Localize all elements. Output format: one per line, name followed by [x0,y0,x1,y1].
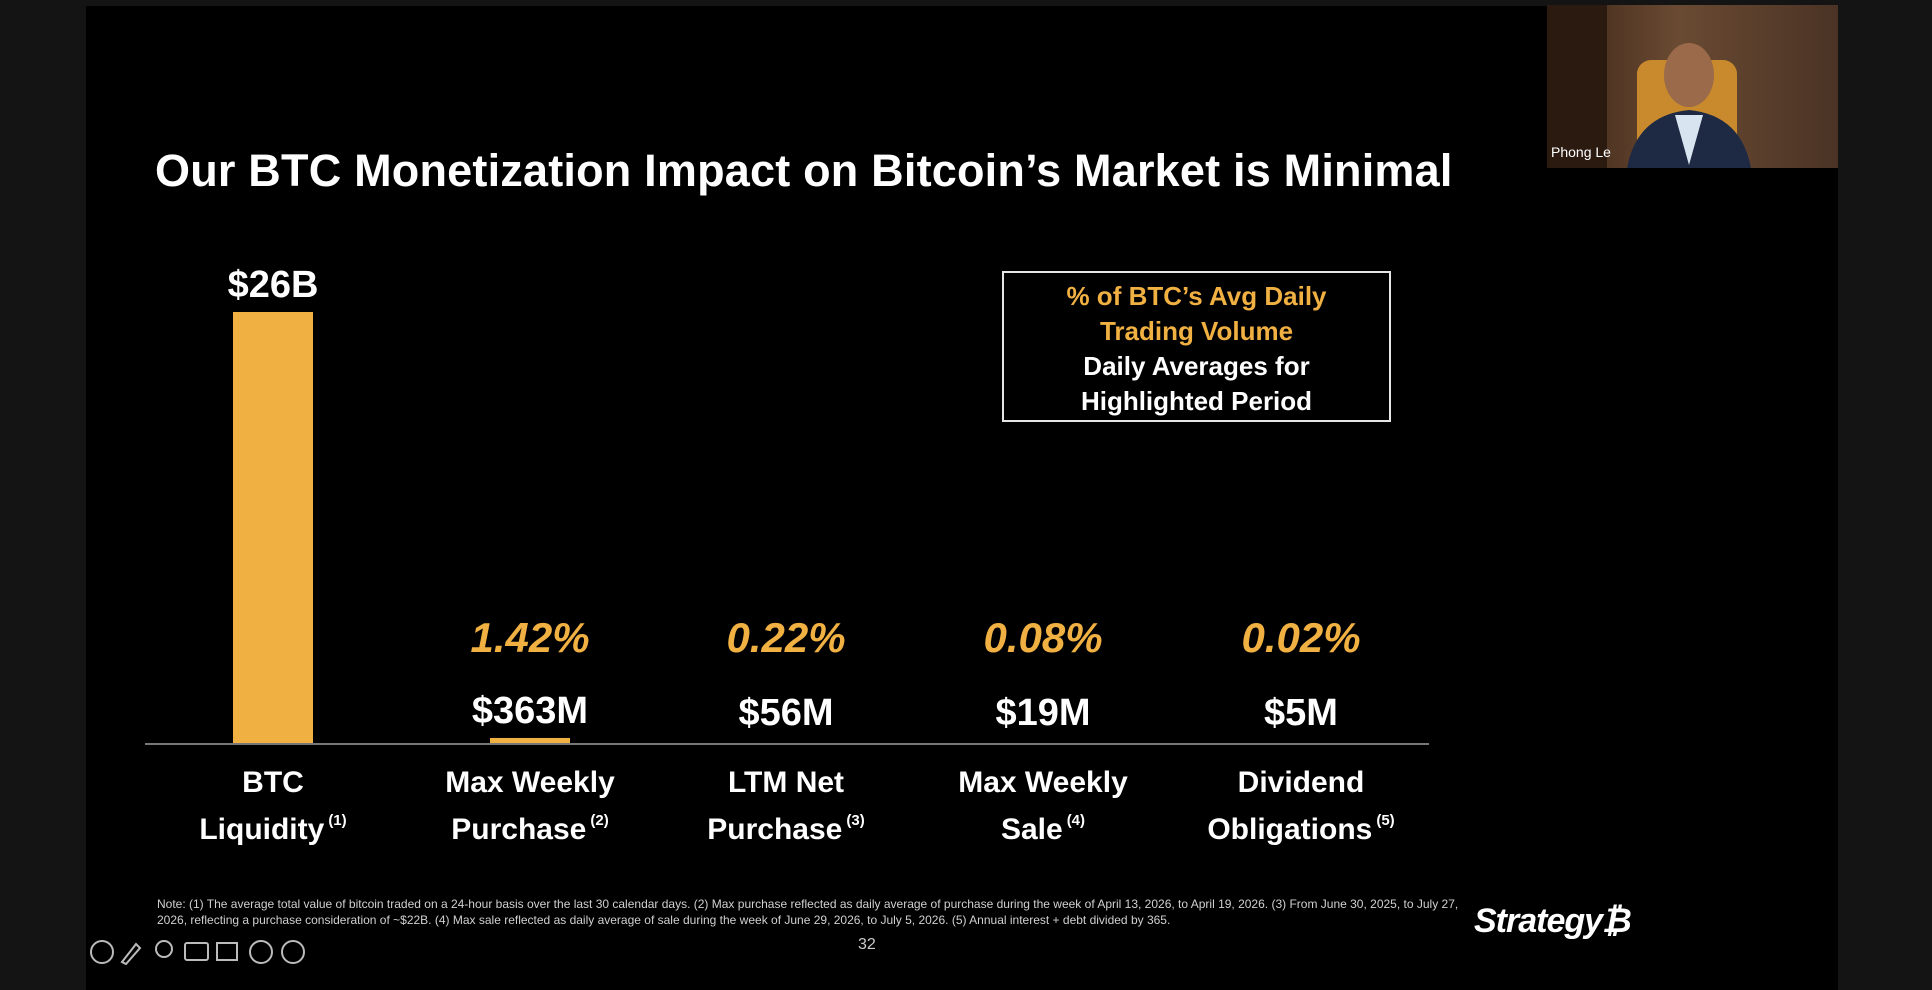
slide [86,6,1838,990]
bar [233,312,313,744]
x-tick-label: Dividend Obligations (5) [1201,764,1401,849]
x-tick-label: Max Weekly Purchase (2) [430,764,630,849]
footnote-ref: (1) [328,812,347,829]
x-tick-label: Max Weekly Sale (4) [943,764,1143,849]
category-name: BTC Liquidity [199,766,325,846]
shelf [1547,5,1607,168]
more-button[interactable] [249,940,273,964]
percent-label: 0.22% [726,614,846,661]
footnote: Note: (1) The average total value of bit… [157,897,1459,927]
footnote-ref: (5) [1376,812,1395,829]
percent-label: 0.02% [1241,614,1361,661]
category-name: Max Weekly Sale [958,766,1128,846]
value-label: $56M [738,692,834,734]
video-image [1547,5,1751,168]
next-button[interactable] [281,940,305,964]
percent-label: 0.08% [983,614,1103,661]
pen-button[interactable] [120,942,142,966]
legend-subheading: Daily Averages for Highlighted Period [1080,351,1313,416]
percent-label: 1.42% [470,614,590,661]
chart-title: Our BTC Monetization Impact on Bitcoin’s… [155,145,1453,196]
logo: Strategy₿ [1474,902,1632,940]
value-label: $26B [227,264,319,306]
value-label: $5M [1264,692,1338,734]
cc-button[interactable] [184,942,209,961]
x-tick-label: BTC Liquidity (1) [173,764,373,849]
prev-button[interactable] [90,940,114,964]
value-label: $19M [995,692,1091,734]
face [1664,43,1714,107]
category-name: Dividend Obligations [1207,766,1373,846]
category-name: Max Weekly Purchase [445,766,615,846]
shirt [1675,115,1703,165]
legend-box: % of BTC’s Avg Daily Trading Volume Dail… [1002,271,1391,422]
toolbar [90,940,305,966]
camera-button[interactable] [216,942,238,961]
legend-heading: % of BTC’s Avg Daily Trading Volume [1066,281,1327,346]
footnote-ref: (4) [1066,812,1086,829]
category-name: LTM Net Purchase [707,766,845,846]
footnote-ref: (3) [846,812,865,829]
video-feed [1547,5,1838,168]
zoom-button[interactable] [155,940,173,958]
value-label: $363M [471,689,589,732]
x-tick-label: LTM Net Purchase (3) [686,764,886,849]
bar [490,737,570,744]
page-number: 32 [858,936,876,953]
footnote-ref: (2) [590,812,609,829]
presenter-name: Phong Le [1551,144,1611,160]
